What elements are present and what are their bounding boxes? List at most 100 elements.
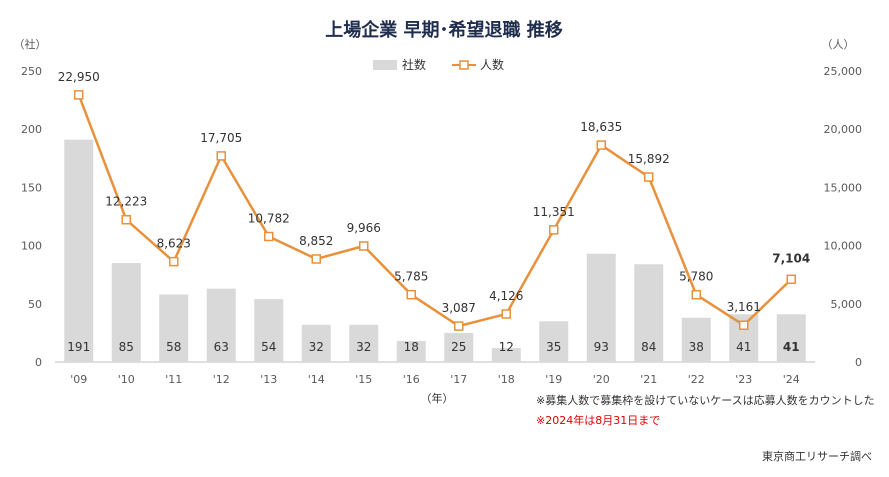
y-right-tick-label: 0 [855, 356, 862, 369]
x-tick-label: '15 [355, 373, 372, 386]
legend-line-label: 人数 [480, 57, 504, 72]
line-point [739, 320, 749, 330]
legend-bar-label: 社数 [402, 57, 426, 72]
y-left-tick-label: 0 [35, 356, 42, 369]
line-point [406, 289, 416, 300]
bar-data-label: 32 [356, 340, 371, 354]
y-right-tick-label: 20,000 [824, 123, 863, 136]
x-tick-label: '18 [498, 373, 515, 386]
bar-data-label: 35 [546, 340, 561, 354]
line-point [311, 254, 321, 264]
y-left-tick-label: 50 [28, 298, 42, 311]
line-data-label: 4,126 [489, 289, 523, 303]
x-ticks: '09 '10 '11 '12 '13 '14 '15 '16 '17 '18 '19 '20 '21 '… [70, 373, 800, 386]
y-right-tick-label: 10,000 [824, 240, 863, 253]
bar-data-label: 18 [404, 340, 419, 354]
x-tick-label: '13 [260, 373, 277, 386]
bar [776, 314, 806, 362]
bar [111, 263, 141, 362]
bar-data-label: 12 [499, 340, 514, 354]
x-tick-label: '22 [688, 373, 705, 386]
line-series [74, 90, 796, 331]
x-tick-label: '24 [783, 373, 800, 386]
x-tick-label: '21 [640, 373, 657, 386]
line-point [454, 321, 464, 331]
line-data-label: 15,892 [628, 152, 670, 166]
bar [254, 299, 284, 362]
bar [491, 348, 521, 362]
bar-data-label: 85 [119, 340, 134, 354]
y-left-tick-label: 150 [21, 181, 42, 194]
line-point [501, 309, 511, 319]
line-point [644, 172, 654, 182]
bar [206, 288, 236, 362]
bar-data-label: 93 [594, 340, 609, 354]
bar-data-label: 38 [689, 340, 704, 354]
line-point [596, 140, 606, 150]
line-data-label: 5,785 [394, 270, 428, 284]
bar-data-label: 54 [261, 340, 276, 354]
x-tick-label: '12 [213, 373, 230, 386]
line-point [74, 90, 84, 100]
legend-line-marker [459, 60, 469, 70]
line-data-label: 10,782 [248, 211, 290, 225]
bar-data-label: 84 [641, 340, 656, 354]
x-tick-label: '23 [735, 373, 752, 386]
bar-data-label: 191 [67, 340, 90, 354]
y-right-axis-label: （人） [822, 38, 855, 51]
y-right-ticks: 0 5,000 10,000 15,000 20,000 25,000 [824, 65, 863, 369]
x-tick-label: '17 [450, 373, 467, 386]
bar-data-label: 41 [783, 340, 800, 354]
line-data-label: 3,161 [727, 300, 761, 314]
x-tick-label: '10 [118, 373, 135, 386]
line-data-label: 5,780 [679, 270, 713, 284]
x-tick-label: '19 [545, 373, 562, 386]
bar-labels: 191 85 58 63 54 32 32 18 25 12 35 93 84 38 41 41 [67, 340, 799, 354]
y-left-axis-label: （社） [14, 37, 47, 51]
source-note: 東京商工リサーチ調べ [762, 449, 872, 463]
bar [634, 264, 664, 362]
line-point [121, 214, 131, 225]
bar-series [64, 139, 806, 362]
line-point [549, 225, 559, 235]
x-tick-label: '11 [165, 373, 182, 386]
line-data-label: 18,635 [580, 120, 622, 134]
line-data-label: 8,623 [157, 237, 191, 251]
line-point [264, 231, 274, 242]
bar-data-label: 41 [736, 340, 751, 354]
bar-data-label: 32 [309, 340, 324, 354]
note-2: ※2024年は8月31日まで [536, 413, 660, 427]
y-right-tick-label: 5,000 [831, 298, 863, 311]
bar [301, 324, 331, 362]
line-data-label: 17,705 [200, 131, 242, 145]
bar-data-label: 58 [166, 340, 181, 354]
bar [349, 324, 379, 362]
line-data-label: 9,966 [347, 221, 381, 235]
bar [159, 294, 189, 362]
x-tick-label: '09 [70, 373, 87, 386]
line-data-label: 22,950 [58, 70, 100, 84]
bar [586, 253, 616, 362]
bar-data-label: 63 [214, 340, 229, 354]
line-path [77, 94, 793, 328]
x-tick-label: '16 [403, 373, 420, 386]
bar [539, 321, 569, 362]
bar-data-label: 25 [451, 340, 466, 354]
line-data-label: 12,223 [105, 195, 147, 209]
bar [64, 139, 94, 362]
line-data-label: 7,104 [772, 251, 810, 265]
line-point [691, 289, 701, 300]
line-point [216, 151, 226, 161]
line-point [359, 241, 369, 251]
bar [396, 341, 426, 362]
y-right-tick-label: 25,000 [824, 65, 863, 78]
legend: 社数 人数 [373, 57, 504, 72]
line-data-label: 3,087 [442, 301, 476, 315]
y-left-tick-label: 100 [21, 240, 42, 253]
bar [681, 317, 711, 362]
x-tick-label: '14 [308, 373, 325, 386]
legend-bar-swatch [373, 60, 397, 70]
line-point [786, 274, 796, 285]
x-axis-label: （年） [421, 391, 454, 405]
